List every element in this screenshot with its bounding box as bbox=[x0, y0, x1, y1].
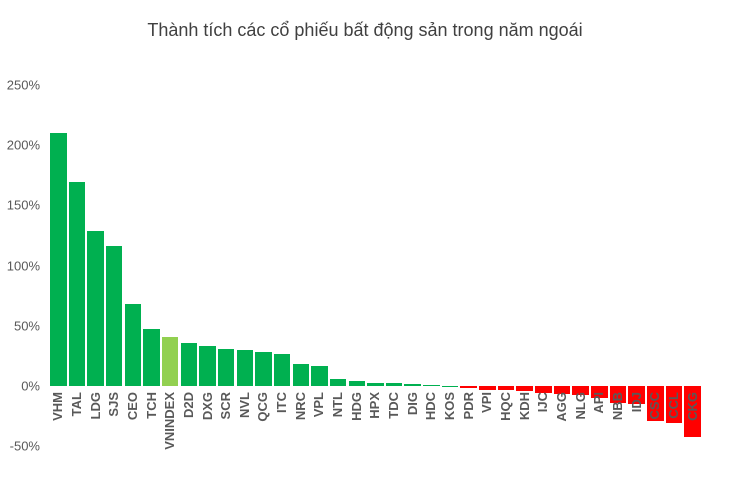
x-tick-label: VHM bbox=[50, 392, 66, 421]
bar-sjs bbox=[105, 246, 123, 386]
bar-d2d bbox=[180, 342, 198, 386]
y-tick-label: 200% bbox=[6, 137, 40, 153]
y-tick-label: 150% bbox=[6, 197, 40, 213]
x-tick-label: IDJ bbox=[628, 392, 644, 413]
x-tick-label: AGG bbox=[553, 392, 569, 422]
bar-kdh bbox=[516, 386, 533, 391]
x-tick-label: NTL bbox=[330, 392, 346, 418]
x-tick-label: KOS bbox=[442, 392, 458, 421]
bar-kos bbox=[441, 385, 459, 387]
bar-dxg bbox=[199, 345, 216, 386]
bar-csc bbox=[647, 386, 664, 421]
bar-hpx bbox=[367, 383, 384, 386]
x-tick-label: TDC bbox=[386, 392, 402, 419]
x-tick-label: CEO bbox=[124, 392, 140, 421]
x-tick-label: PDR bbox=[460, 392, 476, 420]
x-tick-label: TCH bbox=[143, 392, 159, 419]
bar-vpi bbox=[479, 386, 496, 390]
y-tick-label: 250% bbox=[6, 77, 40, 93]
bar-hdc bbox=[423, 384, 440, 386]
bar-vpl bbox=[311, 366, 328, 386]
bar-tdc bbox=[385, 383, 403, 386]
x-tick-label: HPX bbox=[367, 392, 383, 419]
bar-nlg bbox=[572, 386, 589, 396]
x-tick-label: CCL bbox=[665, 392, 681, 419]
x-tick-label: D2D bbox=[180, 392, 196, 419]
bar-vnindex bbox=[161, 336, 179, 386]
x-tick-label: SJS bbox=[106, 392, 122, 417]
bar-idj bbox=[628, 386, 645, 405]
x-tick-label: ITC bbox=[274, 392, 290, 413]
bar-vhm bbox=[50, 132, 67, 386]
chart-title: Thành tích các cổ phiếu bất động sản tro… bbox=[147, 20, 583, 40]
bar-scr bbox=[217, 348, 235, 386]
bar-ldg bbox=[87, 230, 104, 386]
bar-hqc bbox=[497, 386, 515, 390]
x-tick-label: NBB bbox=[609, 392, 625, 421]
bar-ceo bbox=[124, 304, 142, 386]
bar-ntl bbox=[329, 379, 347, 386]
bar-nvl bbox=[236, 350, 254, 386]
bar-dig bbox=[404, 383, 421, 386]
y-tick-label: -50% bbox=[9, 438, 40, 454]
x-tick-label: VNINDEX bbox=[162, 392, 178, 450]
bar-nrc bbox=[292, 364, 310, 386]
x-tick-label: IJC bbox=[535, 392, 551, 413]
bar-qcg bbox=[255, 351, 272, 386]
x-tick-label: QCG bbox=[255, 392, 271, 422]
bar-tal bbox=[68, 182, 86, 386]
x-tick-label: API bbox=[591, 392, 607, 414]
bar-agg bbox=[553, 386, 571, 395]
x-tick-label: SCR bbox=[218, 392, 234, 420]
x-tick-label: HQC bbox=[498, 392, 514, 421]
bar-ckg bbox=[684, 386, 701, 437]
x-tick-label: LDG bbox=[87, 392, 103, 420]
y-tick-label: 100% bbox=[6, 258, 40, 273]
x-tick-label: NVL bbox=[236, 392, 252, 418]
bar-ijc bbox=[535, 386, 552, 393]
x-tick-label: VPI bbox=[479, 392, 495, 413]
x-tick-label: DXG bbox=[199, 392, 215, 421]
x-tick-label: KDH bbox=[516, 392, 532, 421]
x-tick-label: VPL bbox=[311, 392, 327, 418]
x-tick-label: NRC bbox=[292, 392, 308, 421]
y-tick-label: 50% bbox=[13, 318, 40, 334]
bar-nbb bbox=[609, 386, 627, 403]
x-tick-label: CSC bbox=[647, 392, 663, 420]
bar-ccl bbox=[665, 386, 683, 424]
x-tick-label: HDC bbox=[423, 392, 439, 421]
bar-api bbox=[591, 386, 608, 399]
bar-hdg bbox=[348, 380, 365, 386]
x-tick-label: CKG bbox=[684, 392, 700, 421]
x-tick-label: NLG bbox=[572, 392, 588, 420]
x-tick-label: DIG bbox=[404, 392, 420, 416]
y-tick-label: 0% bbox=[21, 378, 40, 394]
bar-itc bbox=[273, 354, 291, 386]
bar-tch bbox=[143, 329, 160, 386]
x-tick-label: HDG bbox=[348, 392, 364, 421]
bar-pdr bbox=[460, 386, 477, 389]
x-tick-label: TAL bbox=[68, 392, 84, 417]
